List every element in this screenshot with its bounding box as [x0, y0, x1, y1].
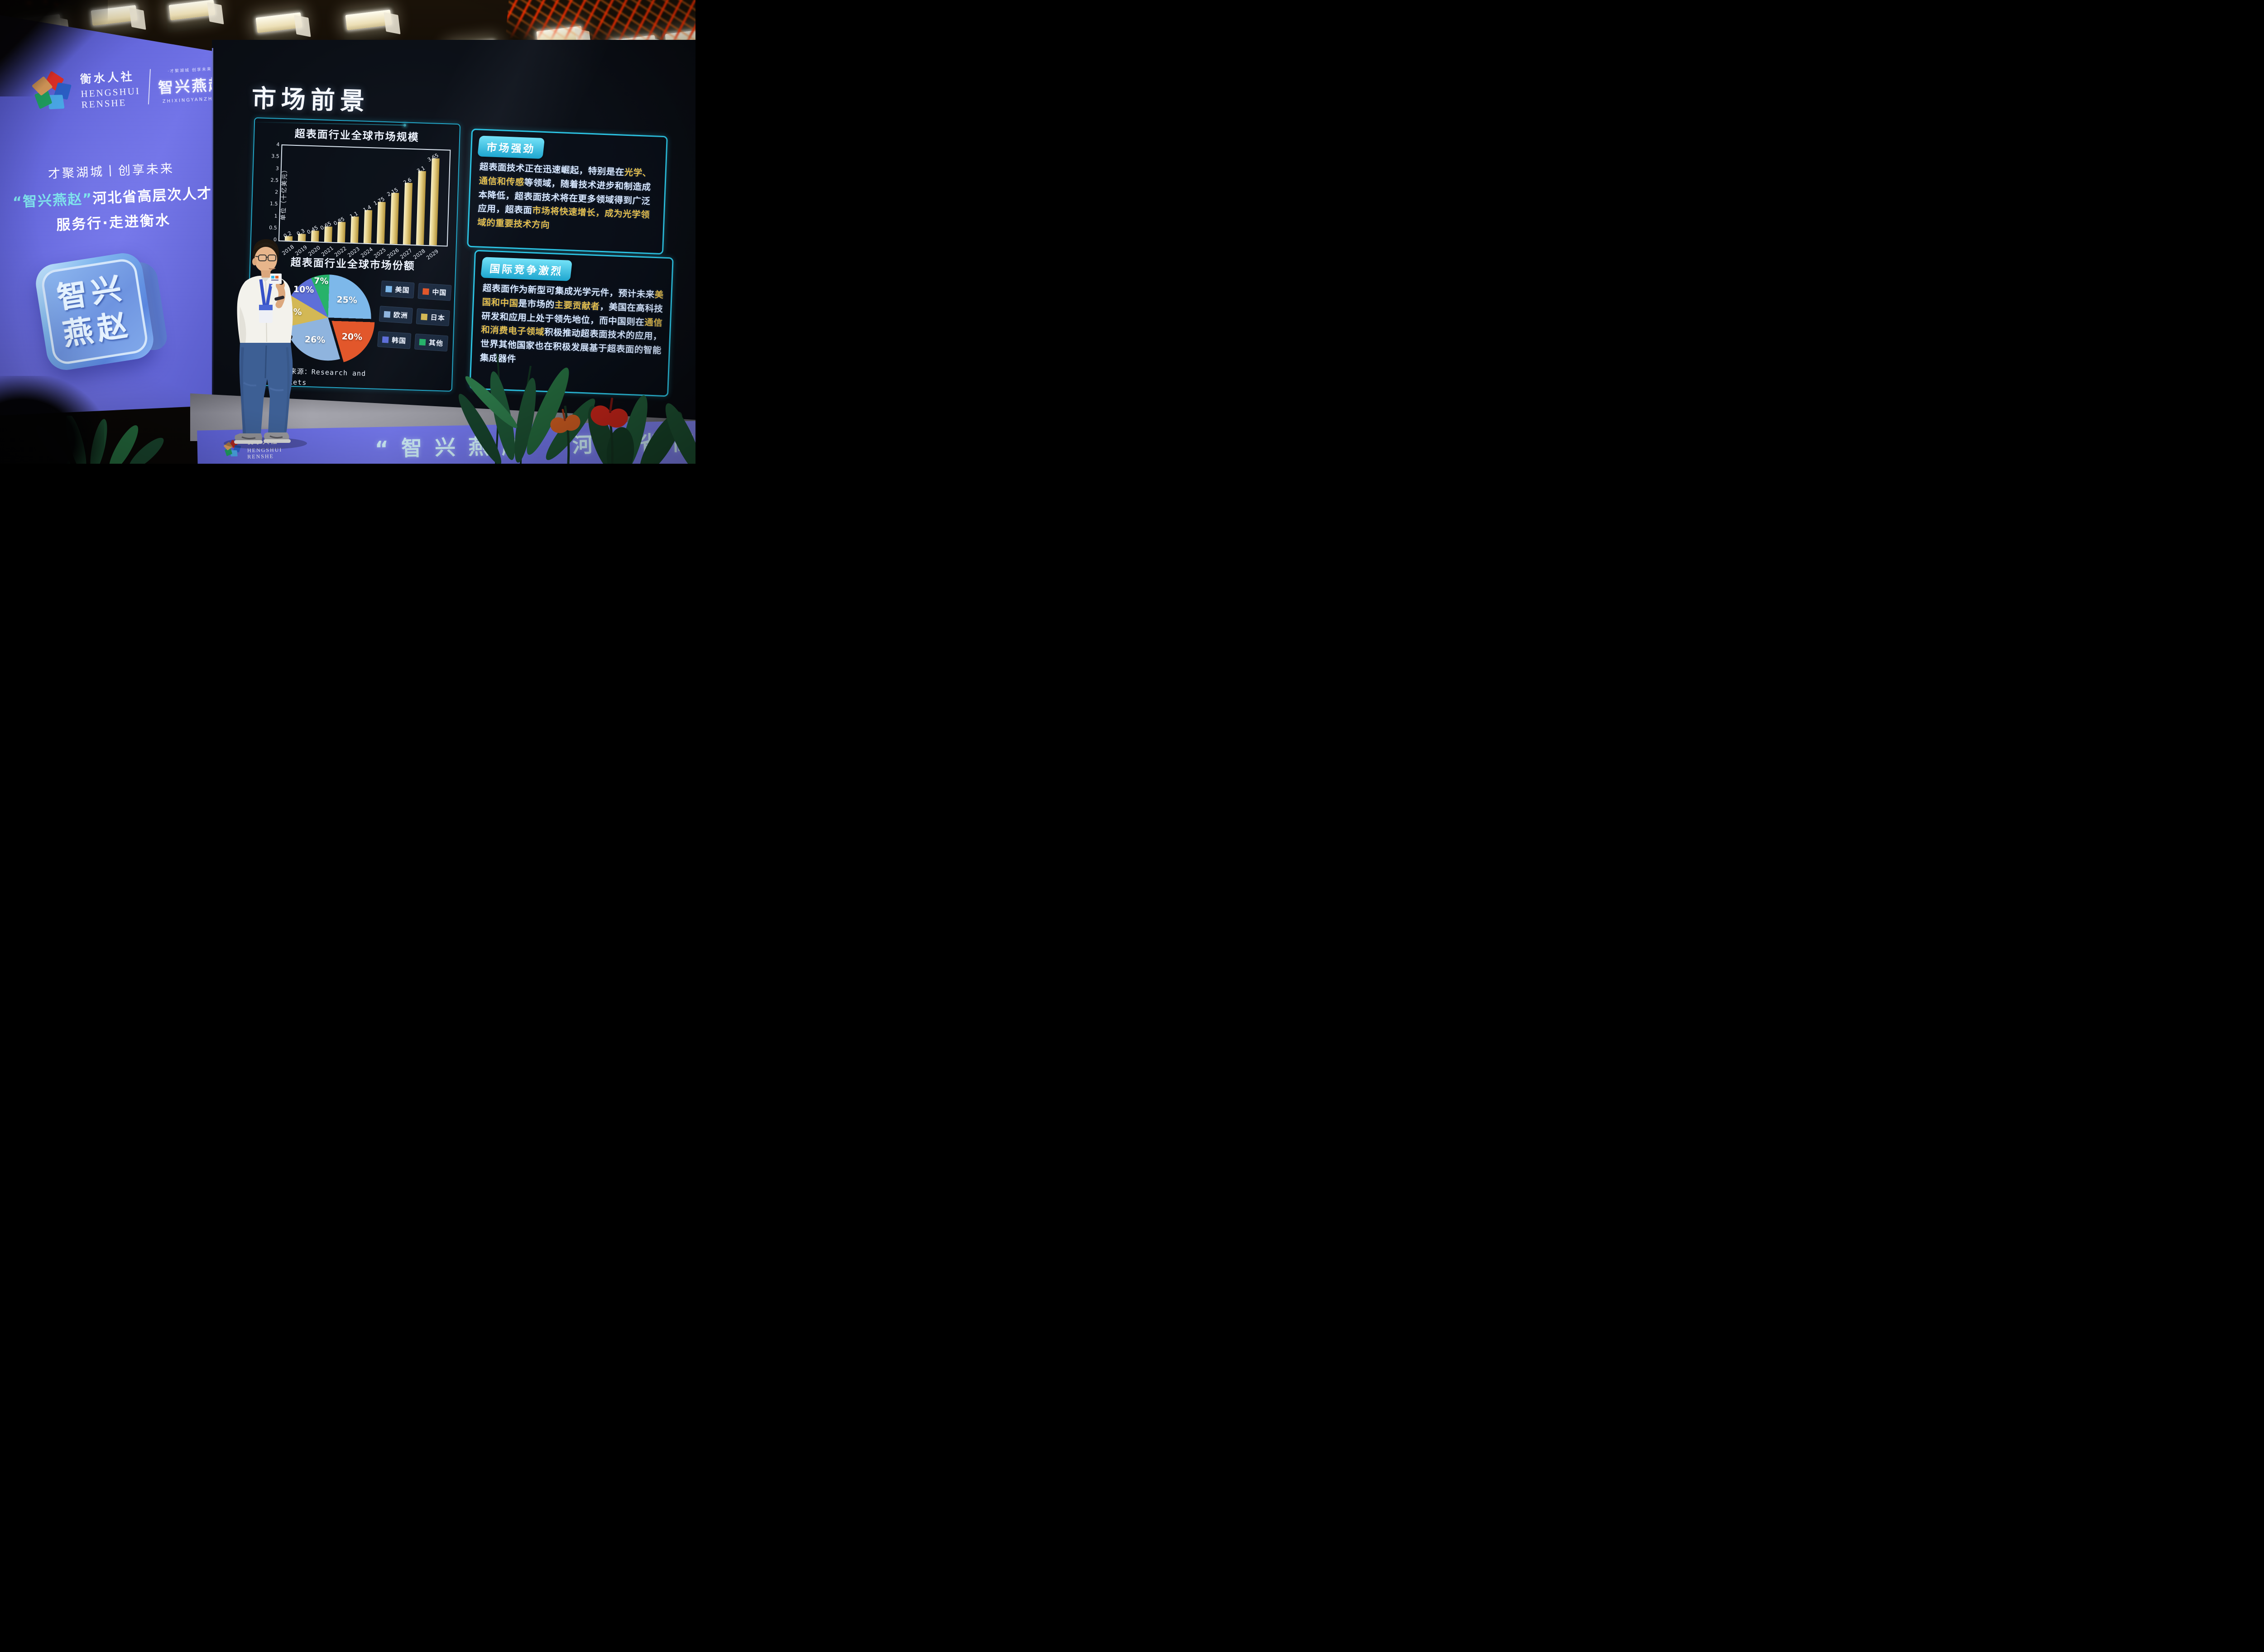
anthurium-flower — [550, 409, 580, 433]
photo-dark-corner — [0, 0, 108, 96]
presenter-shoes — [234, 432, 291, 444]
microphone-flag — [269, 274, 282, 284]
presenter-jeans — [239, 343, 293, 434]
tagline-line1: 才聚湖城丨创享未来 — [48, 161, 175, 182]
stage-light — [340, 3, 401, 43]
stage-photo: 衡水人社 HENGSHUI RENSHE ·才聚湖城 创享未来· 智兴燕赵 ZH… — [0, 0, 696, 464]
zhixing-yanzhao-cube-badge: 智兴 燕赵 — [33, 250, 169, 373]
tagline-brand: “智兴燕赵” — [12, 190, 93, 211]
foreground-blur — [0, 376, 104, 464]
tagline-line2-rest: 河北省高层次人才 — [92, 185, 213, 207]
anthurium-flower — [590, 398, 628, 428]
plants-right — [458, 354, 696, 464]
presenter — [224, 239, 307, 449]
presenter-lanyard — [259, 279, 266, 306]
presenter-glasses — [255, 255, 276, 261]
event-tagline: 才聚湖城丨创享未来 “智兴燕赵”河北省高层次人才 服务行·走进衡水 — [5, 156, 220, 236]
logo-divider — [148, 69, 151, 105]
stage-light — [163, 0, 224, 33]
